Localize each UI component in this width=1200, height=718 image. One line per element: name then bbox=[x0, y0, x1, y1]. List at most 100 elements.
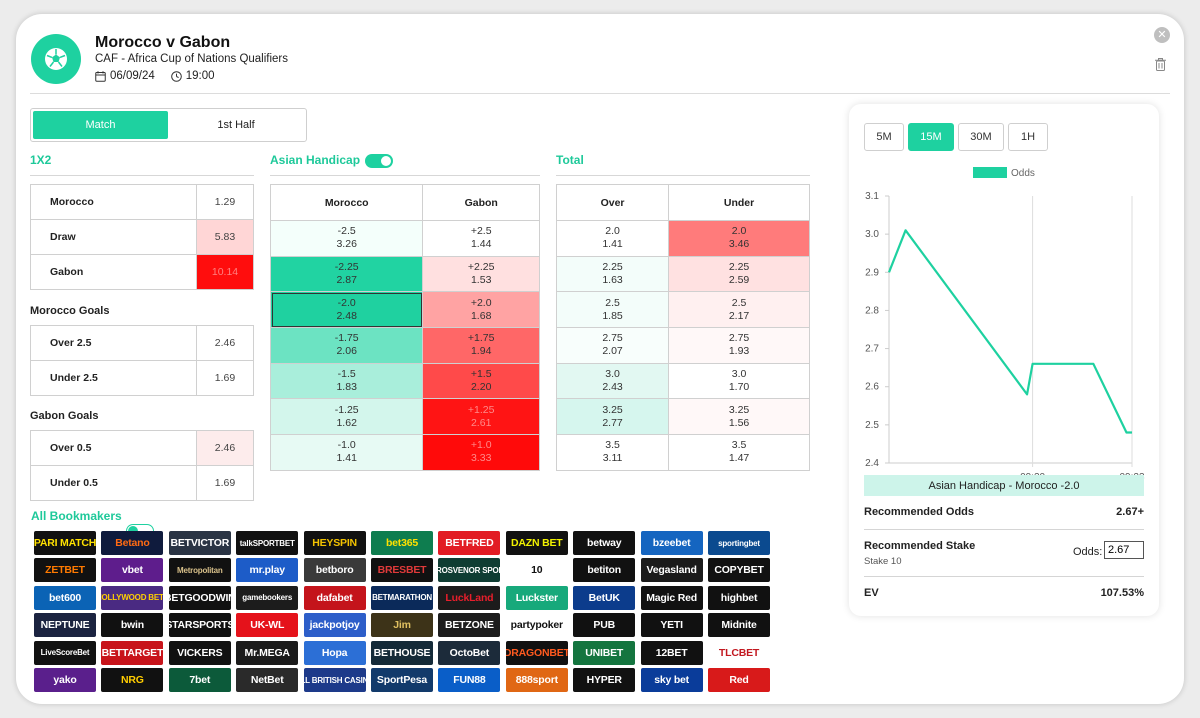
odds-cell[interactable]: +1.0 3.33 bbox=[422, 434, 540, 471]
timeframe-15m[interactable]: 15M bbox=[908, 123, 954, 151]
bookmaker-logo[interactable]: betway bbox=[573, 531, 636, 555]
bookmaker-logo[interactable]: dafabet bbox=[303, 585, 366, 610]
bookmaker-logo[interactable]: talkSPORTBET bbox=[236, 531, 299, 555]
bookmaker-logo[interactable]: BRESBET bbox=[371, 558, 433, 583]
bookmaker-logo[interactable]: jackpotjoy bbox=[303, 613, 366, 638]
bookmaker-logo[interactable]: 12BET bbox=[640, 640, 703, 665]
bookmaker-logo[interactable]: DRAGONBET bbox=[505, 640, 568, 665]
bookmaker-logo[interactable]: UNIBET bbox=[573, 640, 636, 665]
bookmaker-logo[interactable]: TLCBET bbox=[708, 640, 770, 665]
timeframe-1h[interactable]: 1H bbox=[1008, 123, 1048, 151]
bookmaker-logo[interactable]: 7bet bbox=[168, 668, 231, 692]
odds-cell[interactable]: 1.29 bbox=[196, 184, 254, 220]
bookmaker-logo[interactable]: BETMARATHON bbox=[371, 585, 433, 610]
odds-cell[interactable]: 3.5 3.11 bbox=[555, 434, 670, 471]
tab-1st-half[interactable]: 1st Half bbox=[217, 119, 255, 131]
odds-cell[interactable]: +2.25 1.53 bbox=[422, 255, 540, 293]
odds-cell[interactable]: 3.5 1.47 bbox=[668, 434, 810, 471]
timeframe-5m[interactable]: 5M bbox=[864, 123, 904, 151]
bookmaker-logo[interactable]: HYPER bbox=[573, 668, 636, 692]
odds-cell[interactable]: +1.25 2.61 bbox=[422, 398, 540, 436]
bookmaker-logo[interactable]: yako bbox=[34, 668, 96, 692]
odds-cell[interactable]: +1.75 1.94 bbox=[422, 327, 540, 364]
odds-cell[interactable]: 3.25 2.77 bbox=[555, 398, 670, 436]
odds-cell[interactable]: 1.69 bbox=[196, 360, 254, 396]
odds-cell[interactable]: 2.25 2.59 bbox=[668, 255, 810, 293]
odds-cell[interactable]: 2.0 3.46 bbox=[668, 220, 810, 257]
bookmaker-logo[interactable]: BETHOUSE bbox=[371, 640, 433, 665]
bookmaker-logo[interactable]: Luckster bbox=[505, 585, 568, 610]
bookmaker-logo[interactable]: Mr.MEGA bbox=[236, 640, 299, 665]
odds-cell[interactable]: +2.5 1.44 bbox=[422, 220, 540, 257]
bookmaker-logo[interactable]: LiveScoreBet bbox=[34, 640, 96, 665]
bookmaker-logo[interactable]: Red bbox=[708, 668, 770, 692]
bookmaker-logo[interactable]: betiton bbox=[573, 558, 636, 583]
bookmaker-logo[interactable]: FUN88 bbox=[438, 668, 501, 692]
odds-cell[interactable]: 2.0 1.41 bbox=[555, 220, 670, 257]
bookmaker-logo[interactable]: UK-WL bbox=[236, 613, 299, 638]
odds-cell[interactable]: -1.0 1.41 bbox=[269, 434, 424, 471]
bookmaker-logo[interactable]: BETZONE bbox=[438, 613, 501, 638]
odds-cell[interactable]: -1.5 1.83 bbox=[269, 362, 424, 400]
odds-cell[interactable]: -2.5 3.26 bbox=[269, 220, 424, 257]
bookmaker-logo[interactable]: mr.play bbox=[236, 558, 299, 583]
bookmaker-logo[interactable]: BETGOODWIN bbox=[168, 585, 231, 610]
odds-cell[interactable]: 2.46 bbox=[196, 325, 254, 361]
bookmaker-logo[interactable]: gamebookers bbox=[236, 585, 299, 610]
bookmaker-logo[interactable]: NRG bbox=[101, 668, 164, 692]
bookmaker-logo[interactable]: NetBet bbox=[236, 668, 299, 692]
odds-cell[interactable]: 2.25 1.63 bbox=[555, 255, 670, 293]
bookmaker-logo[interactable]: BetUK bbox=[573, 585, 636, 610]
bookmaker-logo[interactable]: Betano bbox=[101, 531, 164, 555]
odds-cell[interactable]: 2.5 1.85 bbox=[555, 291, 670, 329]
bookmaker-logo[interactable]: DAZN BET bbox=[505, 531, 568, 555]
odds-cell[interactable]: -2.0 2.48 bbox=[269, 291, 424, 329]
tab-match[interactable]: Match bbox=[33, 111, 168, 139]
odds-cell[interactable]: 2.46 bbox=[196, 430, 254, 466]
bookmaker-logo[interactable]: highbet bbox=[708, 585, 770, 610]
bookmaker-logo[interactable]: HEYSPIN bbox=[303, 531, 366, 555]
bookmaker-logo[interactable]: PUB bbox=[573, 613, 636, 638]
odds-cell[interactable]: +1.5 2.20 bbox=[422, 362, 540, 400]
odds-cell[interactable]: 10.14 bbox=[196, 254, 254, 290]
bookmaker-logo[interactable]: Hopa bbox=[303, 640, 366, 665]
bookmaker-logo[interactable]: ALL BRITISH CASINO bbox=[303, 668, 366, 692]
bookmaker-logo[interactable]: SportPesa bbox=[371, 668, 433, 692]
bookmaker-logo[interactable]: sky bet bbox=[640, 668, 703, 692]
bookmaker-logo[interactable]: HOLLYWOOD BETS bbox=[101, 585, 164, 610]
bookmaker-logo[interactable]: bet600 bbox=[34, 585, 96, 610]
bookmaker-logo[interactable]: BETFRED bbox=[438, 531, 501, 555]
bookmaker-logo[interactable]: ZETBET bbox=[34, 558, 96, 583]
bookmaker-logo[interactable]: OctoBet bbox=[438, 640, 501, 665]
bookmaker-logo[interactable]: Vegasland bbox=[640, 558, 703, 583]
bookmaker-logo[interactable]: NEPTUNE bbox=[34, 613, 96, 638]
odds-cell[interactable]: -1.25 1.62 bbox=[269, 398, 424, 436]
odds-cell[interactable]: 2.5 2.17 bbox=[668, 291, 810, 329]
odds-cell[interactable]: 3.25 1.56 bbox=[668, 398, 810, 436]
bookmaker-logo[interactable]: Metropolitan bbox=[168, 558, 231, 583]
odds-cell[interactable]: 3.0 1.70 bbox=[668, 362, 810, 400]
odds-cell[interactable]: 1.69 bbox=[196, 465, 254, 501]
timeframe-30m[interactable]: 30M bbox=[958, 123, 1004, 151]
trash-icon[interactable] bbox=[1155, 58, 1166, 76]
bookmaker-logo[interactable]: partypoker bbox=[505, 613, 568, 638]
bookmaker-logo[interactable]: Jim bbox=[371, 613, 433, 638]
bookmaker-logo[interactable]: sportingbet bbox=[708, 531, 770, 555]
odds-cell[interactable]: 2.75 1.93 bbox=[668, 327, 810, 364]
bookmaker-logo[interactable]: bwin bbox=[101, 613, 164, 638]
odds-cell[interactable]: 5.83 bbox=[196, 219, 254, 255]
odds-cell[interactable]: -2.25 2.87 bbox=[269, 255, 424, 293]
bookmaker-logo[interactable]: PARI MATCH bbox=[34, 531, 96, 555]
bookmaker-logo[interactable]: Magic Red bbox=[640, 585, 703, 610]
odds-cell[interactable]: -1.75 2.06 bbox=[269, 327, 424, 364]
odds-cell[interactable]: +2.0 1.68 bbox=[422, 291, 540, 329]
bookmaker-logo[interactable]: GROSVENOR SPORT bbox=[438, 558, 501, 583]
bookmaker-logo[interactable]: STARSPORTS bbox=[168, 613, 231, 638]
bookmaker-logo[interactable]: YETI bbox=[640, 613, 703, 638]
bookmaker-logo[interactable]: BETTARGET bbox=[101, 640, 164, 665]
bookmaker-logo[interactable]: LuckLand bbox=[438, 585, 501, 610]
odds-cell[interactable]: 2.75 2.07 bbox=[555, 327, 670, 364]
odds-input[interactable] bbox=[1104, 541, 1144, 559]
bookmaker-logo[interactable]: VICKERS bbox=[168, 640, 231, 665]
bookmaker-logo[interactable]: 10 bbox=[505, 558, 568, 583]
